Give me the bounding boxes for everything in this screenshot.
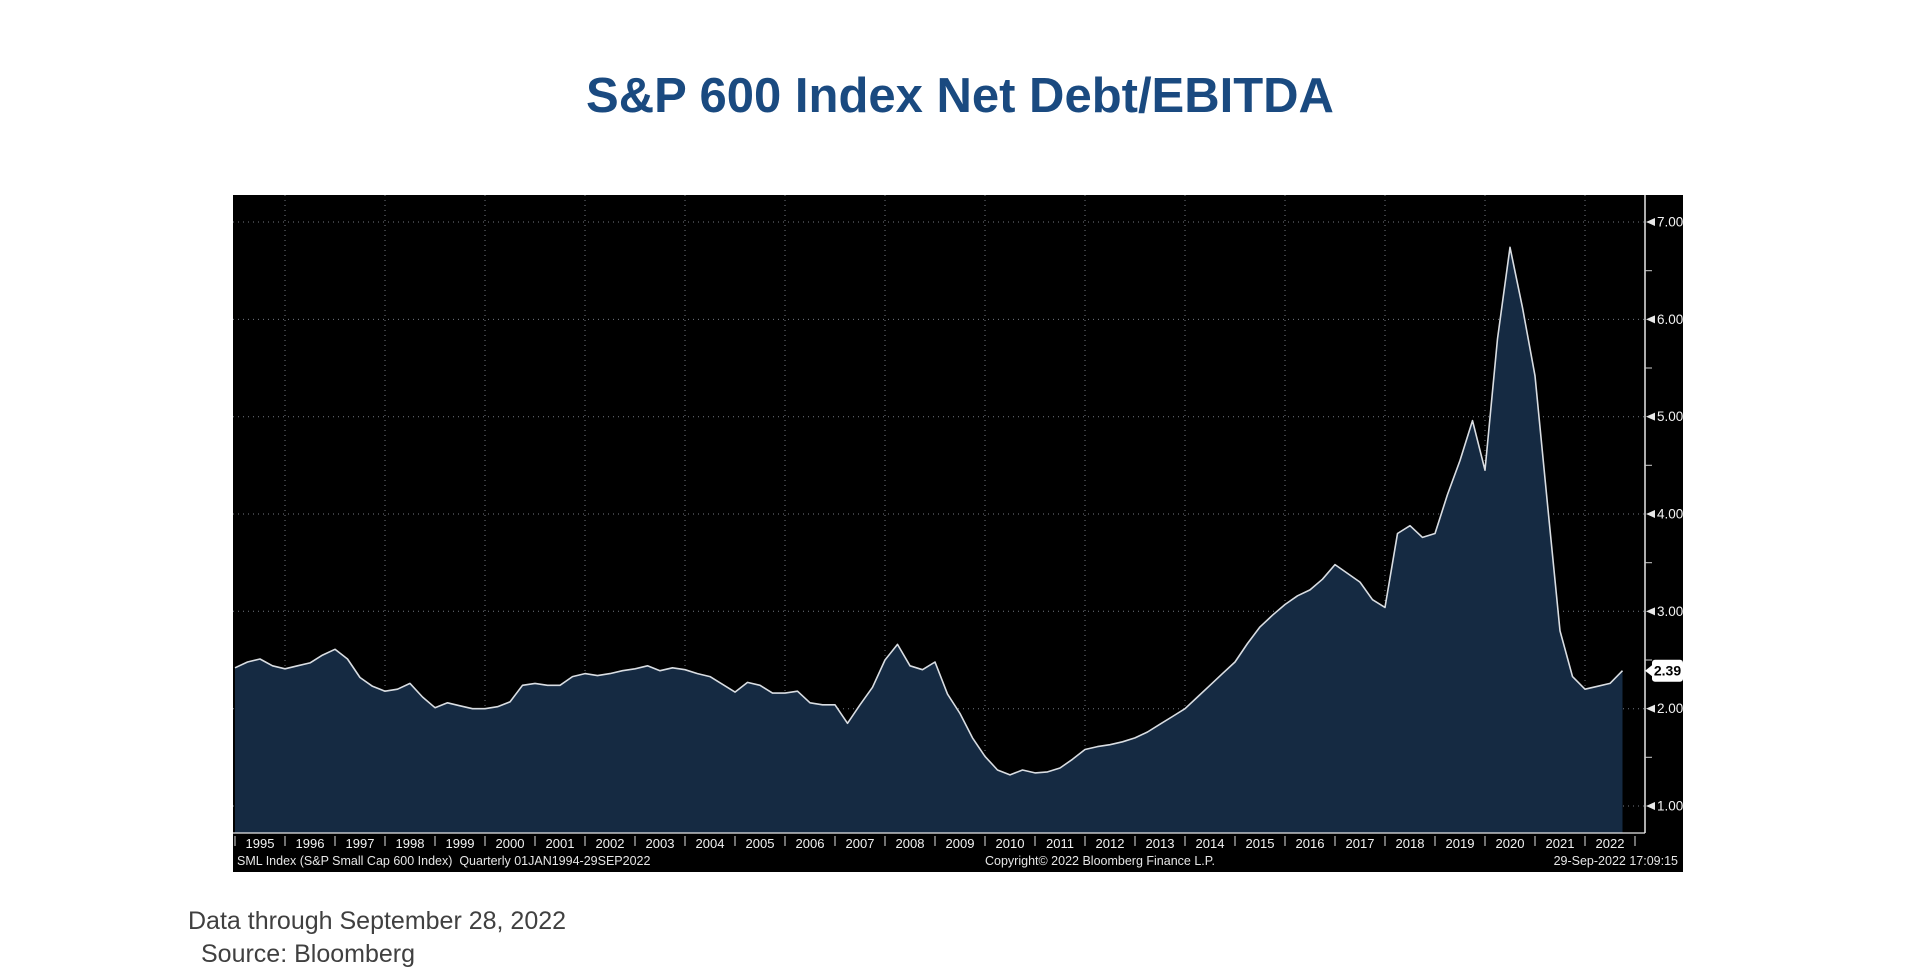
x-tick-label: 2019 — [1446, 836, 1475, 851]
x-tick-label: 2011 — [1046, 836, 1074, 851]
bloomberg-chart: 7.00 6.00 5.00 4.00 3.00 2.00 1.00 1995 1996 1997… — [233, 195, 1683, 872]
y-tick-label: 7.00 — [1657, 215, 1683, 230]
x-tick-label: 1997 — [346, 836, 375, 851]
footnote-data-through: Data through September 28, 2022 — [188, 907, 567, 935]
x-tick-label: 2005 — [746, 836, 775, 851]
x-tick-label: 1996 — [296, 836, 325, 851]
last-price-label: 2.39 — [1654, 663, 1681, 679]
x-tick-label: 2002 — [596, 836, 625, 851]
x-tick-label: 1995 — [246, 836, 275, 851]
x-tick-label: 2003 — [646, 836, 675, 851]
x-tick-label: 2014 — [1196, 836, 1225, 851]
chart-canvas: 7.00 6.00 5.00 4.00 3.00 2.00 1.00 1995 1996 1997… — [233, 195, 1683, 851]
x-tick-label: 2001 — [546, 836, 575, 851]
x-tick-label: 2022 — [1596, 836, 1625, 851]
y-tick-arrow-icon — [1646, 510, 1655, 519]
x-tick-label: 2012 — [1096, 836, 1125, 851]
y-tick-arrow-icon — [1646, 607, 1655, 616]
x-tick-label: 2013 — [1146, 836, 1175, 851]
footnote-source: Source: Bloomberg — [201, 940, 416, 968]
x-tick-label: 2000 — [496, 836, 525, 851]
y-tick-arrow-icon — [1646, 802, 1655, 810]
y-tick-label: 2.00 — [1657, 701, 1683, 716]
chart-footer-copyright: Copyright© 2022 Bloomberg Finance L.P. — [985, 854, 1215, 868]
footnote: Data through September 28, 2022 Source: … — [188, 905, 566, 971]
x-tick-label: 2020 — [1496, 836, 1525, 851]
chart-footer-timestamp: 29-Sep-2022 17:09:15 — [1553, 854, 1678, 868]
x-tick-label: 2018 — [1396, 836, 1425, 851]
x-tick-label: 2009 — [946, 836, 975, 851]
x-tick-label: 2016 — [1296, 836, 1325, 851]
x-tick-label: 2010 — [996, 836, 1025, 851]
y-tick-label: 3.00 — [1657, 604, 1683, 619]
x-tick-label: 2015 — [1246, 836, 1275, 851]
y-tick-label: 6.00 — [1657, 312, 1683, 327]
area-series — [235, 247, 1623, 834]
chart-footer-series-info: SML Index (S&P Small Cap 600 Index) Quar… — [237, 854, 651, 868]
x-tick-label: 1998 — [396, 836, 425, 851]
y-tick-label: 5.00 — [1657, 409, 1683, 424]
y-tick-arrow-icon — [1646, 315, 1655, 324]
y-tick-label: 1.00 — [1657, 799, 1683, 814]
series-line — [234, 246, 1624, 776]
x-tick-label: 1999 — [446, 836, 475, 851]
y-tick-arrow-icon — [1646, 412, 1655, 421]
y-tick-arrow-icon — [1646, 704, 1655, 713]
x-tick-label: 2008 — [896, 836, 925, 851]
y-tick-label: 4.00 — [1657, 507, 1683, 522]
page-title: S&P 600 Index Net Debt/EBITDA — [586, 69, 1334, 123]
x-tick-label: 2007 — [846, 836, 875, 851]
x-tick-label: 2021 — [1546, 836, 1575, 851]
y-tick-arrow-icon — [1646, 218, 1655, 227]
last-price-badge: 2.39 — [1645, 659, 1683, 682]
x-tick-label: 2006 — [796, 836, 825, 851]
x-tick-label: 2017 — [1346, 836, 1375, 851]
x-tick-label: 2004 — [696, 836, 725, 851]
